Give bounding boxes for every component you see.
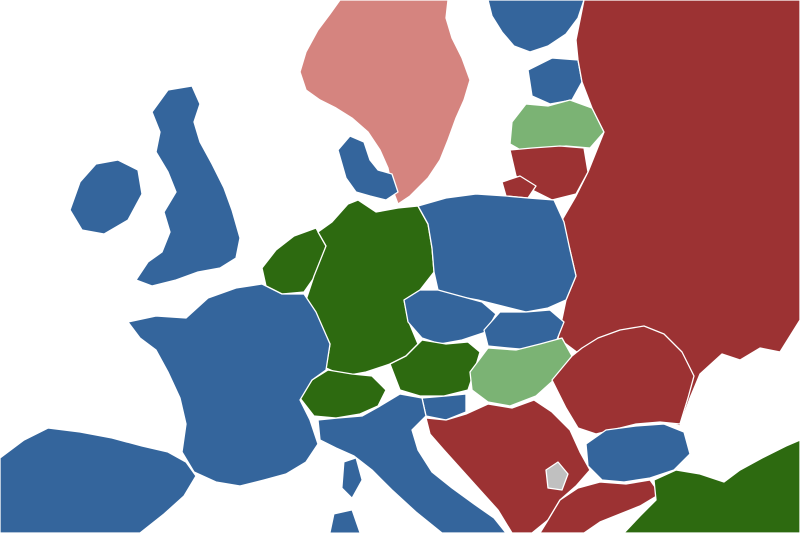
- turkey: [623, 439, 800, 533]
- estonia: [527, 57, 583, 105]
- norway-sweden: [299, 0, 471, 205]
- denmark: [337, 135, 399, 201]
- italy: [317, 393, 507, 533]
- ireland: [69, 159, 143, 235]
- corsica: [341, 457, 363, 499]
- great-britain: [135, 85, 241, 287]
- kaliningrad: [501, 175, 537, 199]
- western-balkans: [425, 399, 591, 533]
- switzerland: [299, 369, 387, 419]
- finland: [487, 0, 585, 53]
- kosovo: [545, 461, 569, 491]
- latvia: [509, 99, 605, 153]
- poland: [417, 193, 577, 313]
- sardinia: [329, 509, 361, 533]
- bulgaria: [585, 423, 691, 483]
- iberia: [0, 427, 197, 533]
- slovakia: [483, 309, 565, 351]
- romania-moldova: [551, 325, 695, 435]
- france: [127, 283, 331, 487]
